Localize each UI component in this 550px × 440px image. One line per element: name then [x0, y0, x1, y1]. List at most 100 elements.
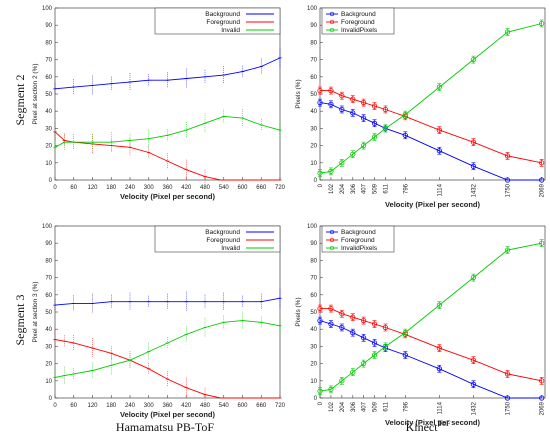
kinect-superscript: ToF [438, 419, 451, 428]
y-tick-label: 100 [42, 6, 53, 12]
x-tick-label: 407 [362, 183, 368, 194]
legend-label: Foreground [341, 237, 375, 244]
x-tick-label: 204 [340, 401, 346, 412]
data-point [339, 324, 345, 331]
data-point [371, 120, 378, 126]
y-tick-label: 0 [49, 178, 53, 184]
legend-label: Invalid [221, 27, 240, 34]
data-point [350, 314, 356, 320]
legend-label: Invalid [221, 245, 240, 252]
y-tick-label: 80 [310, 40, 317, 46]
y-tick-label: 60 [310, 75, 317, 81]
x-tick-label: 1750 [506, 401, 512, 415]
x-tick-label: 509 [373, 401, 379, 412]
y-tick-label: 40 [310, 327, 317, 333]
data-point [436, 127, 442, 133]
data-point [371, 352, 378, 358]
y-tick-label: 50 [45, 310, 52, 316]
x-tick-label: 407 [362, 401, 368, 412]
x-tick-label: 300 [144, 185, 155, 191]
legend-label: Background [341, 11, 376, 18]
x-tick-label: 360 [162, 185, 173, 191]
y-tick-label: 60 [45, 75, 52, 81]
y-tick-label: 90 [310, 23, 317, 29]
x-tick-label: 102 [329, 401, 335, 412]
legend-marker [329, 237, 335, 243]
data-point [539, 177, 545, 183]
legend-marker [329, 229, 335, 235]
y-tick-label: 10 [310, 379, 317, 385]
x-tick-label: 306 [351, 401, 357, 412]
data-point [539, 240, 545, 246]
x-tick-label: 660 [256, 185, 267, 191]
x-axis-label: Velocity (Pixel per second) [120, 192, 216, 201]
plot-area [319, 7, 546, 181]
kinect-text: Kinect [406, 420, 439, 434]
x-tick-label: 300 [144, 403, 155, 409]
x-tick-label: 420 [181, 185, 192, 191]
y-tick-label: 30 [45, 126, 52, 132]
x-tick-label: 1750 [506, 183, 512, 197]
x-tick-label: 0 [53, 403, 57, 409]
y-tick-label: 10 [45, 379, 52, 385]
y-axis-label: Pixels (%) [295, 79, 302, 108]
y-tick-label: 90 [310, 241, 317, 247]
x-tick-label: 2069 [540, 401, 546, 415]
x-tick-label: 1114 [437, 183, 443, 196]
data-point [361, 143, 367, 149]
data-point [328, 321, 334, 327]
legend-label: Foreground [206, 19, 240, 26]
y-tick-label: 10 [45, 161, 52, 167]
x-tick-label: 540 [219, 185, 230, 191]
row-label-segment-3: Segment 3 [13, 295, 27, 346]
y-tick-label: 20 [310, 144, 317, 150]
x-tick-label: 480 [200, 185, 211, 191]
legend-label: Background [341, 229, 376, 236]
x-tick-label: 660 [256, 403, 267, 409]
x-tick-label: 720 [275, 185, 286, 191]
y-tick-label: 60 [45, 293, 52, 299]
plot-area [319, 225, 546, 399]
y-tick-label: 100 [42, 224, 53, 230]
x-tick-label: 0 [318, 183, 324, 187]
x-tick-label: 180 [106, 403, 117, 409]
y-tick-label: 70 [45, 58, 52, 64]
y-tick-label: 0 [49, 396, 53, 402]
data-point [504, 177, 511, 183]
y-axis-label: Pixel at section 3 (%) [32, 281, 39, 342]
data-point [504, 29, 511, 35]
x-tick-label: 240 [125, 403, 136, 409]
y-tick-label: 70 [310, 276, 317, 282]
x-tick-label: 720 [275, 403, 286, 409]
data-point [539, 160, 545, 166]
y-axis-label: Pixels (%) [295, 297, 302, 326]
data-point [339, 311, 345, 317]
y-tick-label: 30 [310, 126, 317, 132]
x-axis-label: Velocity (Pixel per second) [120, 410, 216, 419]
y-tick-label: 30 [45, 344, 52, 350]
data-point [436, 84, 442, 90]
data-point [504, 153, 511, 159]
x-tick-label: 1114 [437, 401, 443, 414]
x-tick-label: 1432 [471, 183, 477, 197]
y-tick-label: 20 [45, 144, 52, 150]
series-foreground [317, 304, 545, 385]
x-axis-label: Velocity (Pixel per second) [385, 200, 481, 209]
y-tick-label: 70 [45, 276, 52, 282]
data-point [350, 96, 356, 102]
series-invalid [53, 311, 282, 385]
legend-label: Foreground [206, 237, 240, 244]
legend-label: Background [205, 11, 240, 18]
series-invalid [53, 109, 282, 155]
y-tick-label: 50 [310, 310, 317, 316]
x-tick-label: 480 [200, 403, 211, 409]
legend-label: Foreground [341, 19, 375, 26]
data-point [350, 151, 356, 157]
column-label-hamamatsu: Hamamatsu PB-ToF [116, 420, 214, 434]
y-tick-label: 60 [310, 293, 317, 299]
data-point [317, 100, 323, 106]
data-point [539, 395, 545, 401]
